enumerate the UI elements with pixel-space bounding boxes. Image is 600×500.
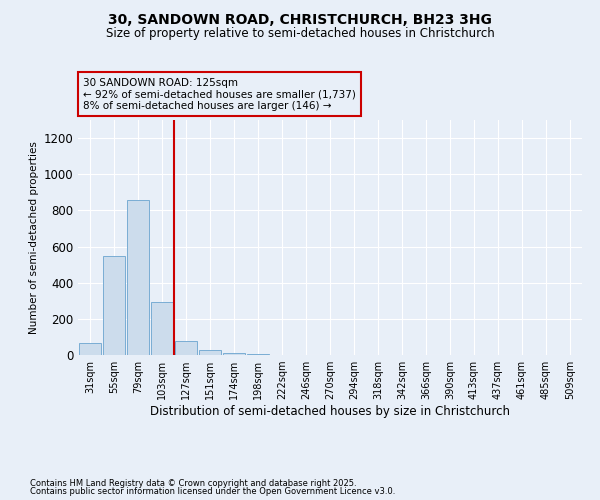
Text: 30, SANDOWN ROAD, CHRISTCHURCH, BH23 3HG: 30, SANDOWN ROAD, CHRISTCHURCH, BH23 3HG — [108, 12, 492, 26]
Bar — [151, 302, 173, 355]
Bar — [175, 342, 197, 355]
X-axis label: Distribution of semi-detached houses by size in Christchurch: Distribution of semi-detached houses by … — [150, 405, 510, 418]
Bar — [103, 256, 125, 355]
Bar — [127, 200, 149, 355]
Text: Contains public sector information licensed under the Open Government Licence v3: Contains public sector information licen… — [30, 487, 395, 496]
Y-axis label: Number of semi-detached properties: Number of semi-detached properties — [29, 141, 39, 334]
Bar — [223, 353, 245, 355]
Bar — [199, 350, 221, 355]
Text: 30 SANDOWN ROAD: 125sqm
← 92% of semi-detached houses are smaller (1,737)
8% of : 30 SANDOWN ROAD: 125sqm ← 92% of semi-de… — [83, 78, 356, 111]
Bar — [247, 354, 269, 355]
Text: Size of property relative to semi-detached houses in Christchurch: Size of property relative to semi-detach… — [106, 28, 494, 40]
Bar — [79, 343, 101, 355]
Text: Contains HM Land Registry data © Crown copyright and database right 2025.: Contains HM Land Registry data © Crown c… — [30, 478, 356, 488]
